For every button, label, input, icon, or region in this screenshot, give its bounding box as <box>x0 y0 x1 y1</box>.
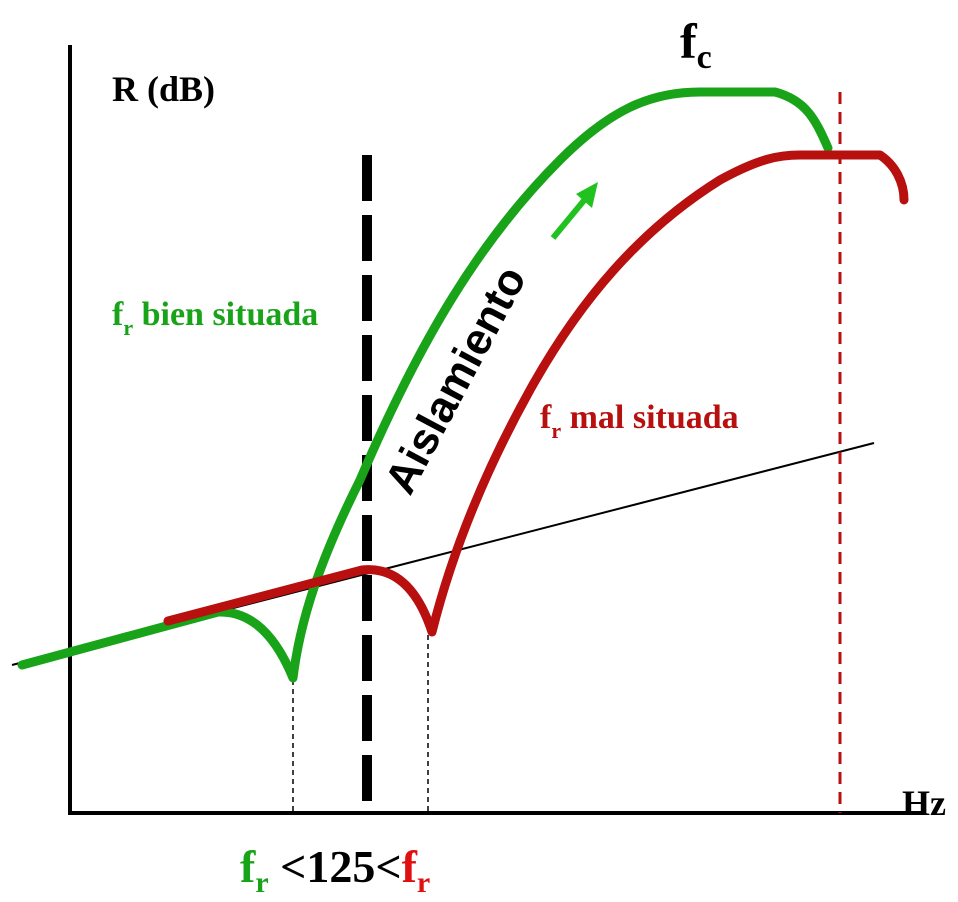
y-axis-label: R (dB) <box>112 69 215 109</box>
fr-mal-situada-label: fr mal situada <box>540 399 739 443</box>
fr-good-sub: r <box>123 315 133 340</box>
bottom-fr-green-main: f <box>240 841 256 892</box>
bottom-fr-red-main: f <box>402 841 418 892</box>
bottom-fr-green-sub: r <box>255 866 268 899</box>
fc-label: fc <box>680 13 712 76</box>
fr-bad-sub: r <box>551 418 561 443</box>
x-axis-label: Hz <box>902 783 946 823</box>
arrow-shaft <box>550 196 589 240</box>
curve-fr-bien-situada <box>17 87 833 683</box>
bottom-formula: fr <125<fr <box>240 841 430 899</box>
arrow-up-icon <box>576 182 598 208</box>
fr-bien-situada-label: fr bien situada <box>112 296 318 340</box>
fc-main: f <box>680 13 698 69</box>
fr-good-main: f <box>112 296 124 333</box>
bottom-fr-red-sub: r <box>417 866 430 899</box>
fr-bad-rest: mal situada <box>561 399 739 436</box>
curve-fr-mal-situada <box>163 150 909 637</box>
fr-good-rest: bien situada <box>133 296 318 333</box>
bottom-middle: <125< <box>269 841 402 892</box>
fr-bad-main: f <box>540 399 552 436</box>
fc-sub: c <box>697 39 712 76</box>
